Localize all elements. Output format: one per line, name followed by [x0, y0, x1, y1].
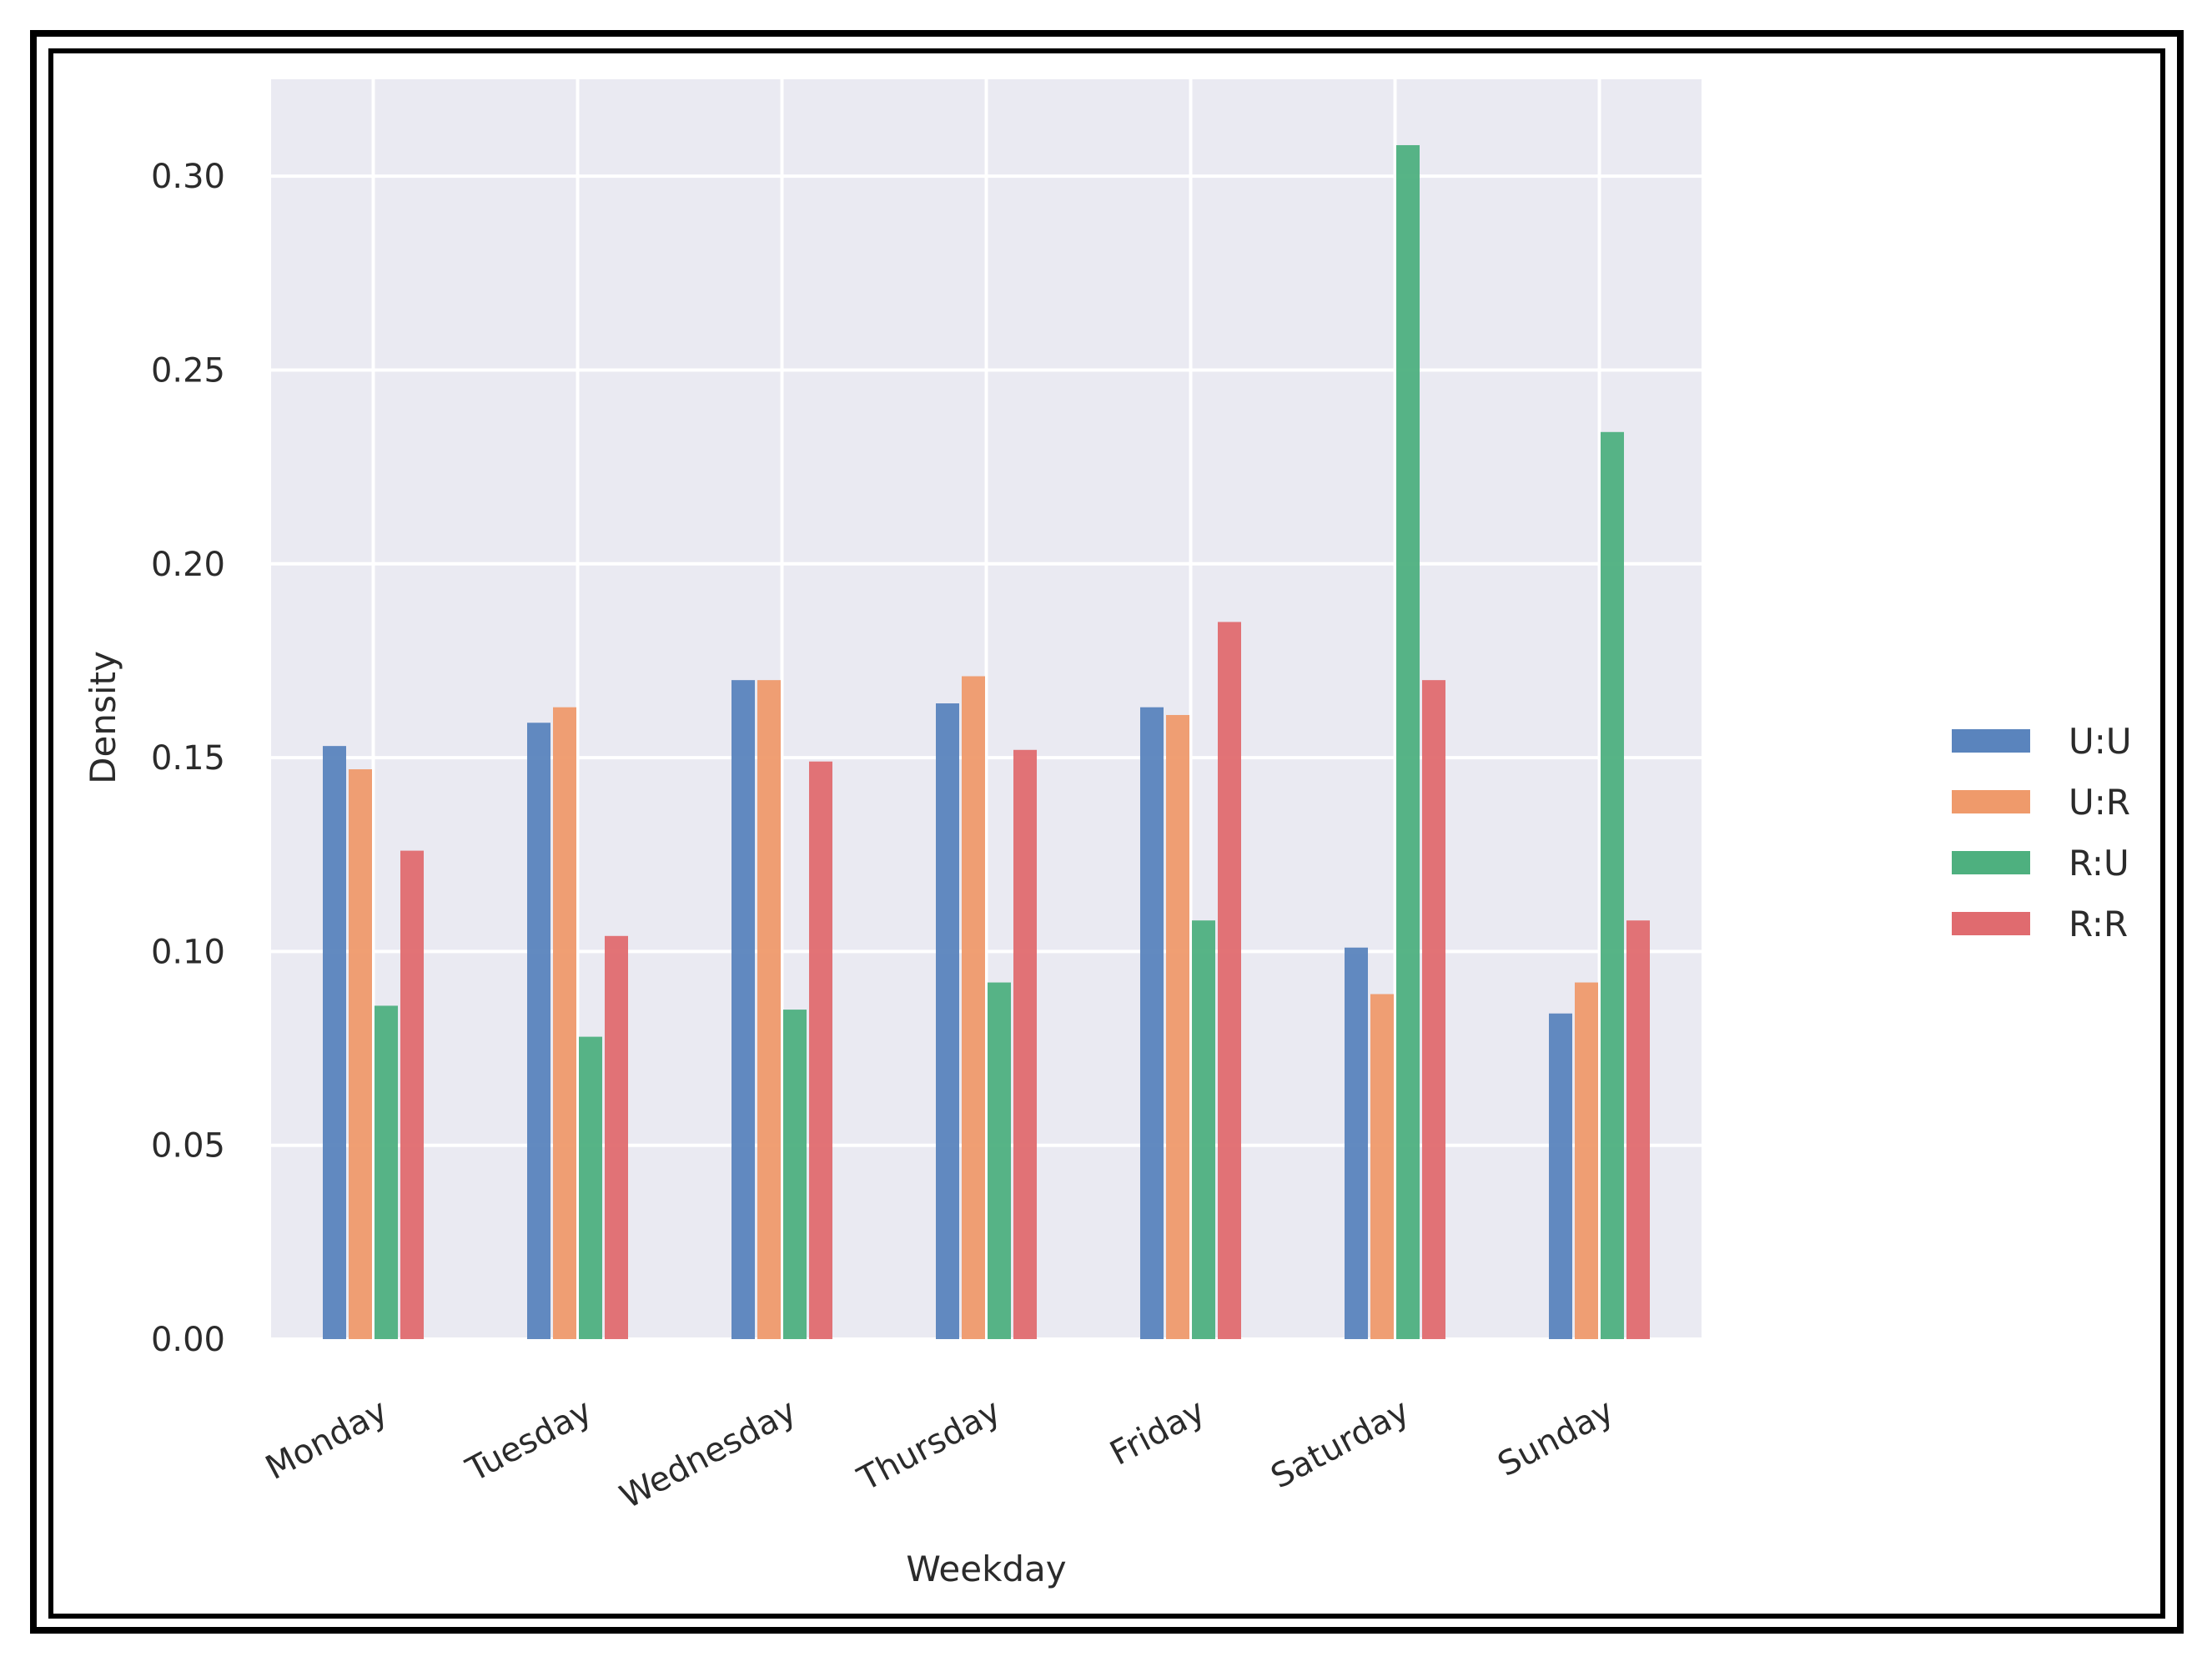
- bar: [1575, 982, 1598, 1339]
- bar: [962, 676, 985, 1339]
- legend-label: U:U: [2069, 721, 2132, 762]
- y-tick-label: 0.20: [151, 546, 225, 584]
- bar: [783, 1010, 807, 1339]
- bar: [988, 982, 1011, 1339]
- bar: [1601, 431, 1624, 1339]
- x-tick-label: Saturday: [1264, 1392, 1415, 1496]
- bar: [936, 703, 959, 1339]
- y-tick-label: 0.15: [151, 739, 225, 778]
- legend-swatch: [1952, 912, 2030, 935]
- bar: [1345, 947, 1368, 1339]
- y-tick-label: 0.30: [151, 158, 225, 196]
- legend-swatch: [1952, 729, 2030, 753]
- bar-series-group: [323, 144, 1650, 1339]
- bar: [323, 746, 346, 1339]
- series-uu: [323, 680, 1572, 1339]
- legend-item: U:U: [1952, 721, 2132, 762]
- bar: [605, 935, 628, 1339]
- legend-item: R:R: [1952, 904, 2128, 944]
- bar: [349, 769, 372, 1339]
- legend-item: R:U: [1952, 843, 2129, 884]
- x-axis-label: Weekday: [906, 1549, 1066, 1589]
- grid-lines: [271, 79, 1702, 1341]
- bar: [757, 680, 781, 1339]
- x-tick-label: Friday: [1104, 1392, 1212, 1473]
- x-tick-label: Wednesday: [614, 1392, 802, 1516]
- bar: [1140, 707, 1164, 1339]
- y-tick-label: 0.05: [151, 1127, 225, 1166]
- series-rr: [400, 622, 1650, 1339]
- bar: [579, 1036, 602, 1339]
- legend-label: U:R: [2069, 782, 2130, 823]
- bar: [1192, 920, 1215, 1339]
- legend-swatch: [1952, 851, 2030, 874]
- bar: [809, 761, 832, 1339]
- bar: [1549, 1013, 1572, 1339]
- y-tick-label: 0.00: [151, 1321, 225, 1359]
- legend-swatch: [1952, 790, 2030, 813]
- bar: [1422, 680, 1445, 1339]
- bar: [400, 850, 424, 1339]
- inner-frame-border: [48, 48, 2165, 1619]
- legend-label: R:U: [2069, 843, 2129, 884]
- series-ur: [349, 676, 1598, 1339]
- bar: [1218, 622, 1241, 1339]
- y-tick-label: 0.25: [151, 351, 225, 390]
- bar: [1626, 920, 1650, 1339]
- x-tick-label: Monday: [259, 1392, 394, 1488]
- bar: [527, 723, 550, 1339]
- bar: [1396, 144, 1420, 1339]
- bar: [1166, 714, 1189, 1339]
- bar: [1013, 749, 1037, 1339]
- outer-frame-border: [30, 30, 2184, 1634]
- y-tick-label: 0.10: [151, 933, 225, 971]
- bar: [731, 680, 755, 1339]
- legend-label: R:R: [2069, 904, 2128, 944]
- bar: [1370, 994, 1394, 1339]
- bar: [375, 1005, 398, 1339]
- bar: [553, 707, 576, 1339]
- y-axis-ticks: 0.00 0.05 0.10 0.15 0.20 0.25 0.30: [151, 158, 225, 1359]
- x-tick-label: Thursday: [851, 1392, 1007, 1498]
- y-axis-label: Density: [83, 651, 123, 784]
- series-ru: [375, 144, 1624, 1339]
- x-tick-label: Tuesday: [460, 1392, 598, 1489]
- x-axis-ticks: Monday Tuesday Wednesday Thursday Friday Satu…: [259, 1392, 1620, 1516]
- x-tick-label: Sunday: [1491, 1392, 1620, 1484]
- legend-item: U:R: [1952, 782, 2130, 823]
- legend: U:U U:R R:U R:R: [1952, 721, 2132, 944]
